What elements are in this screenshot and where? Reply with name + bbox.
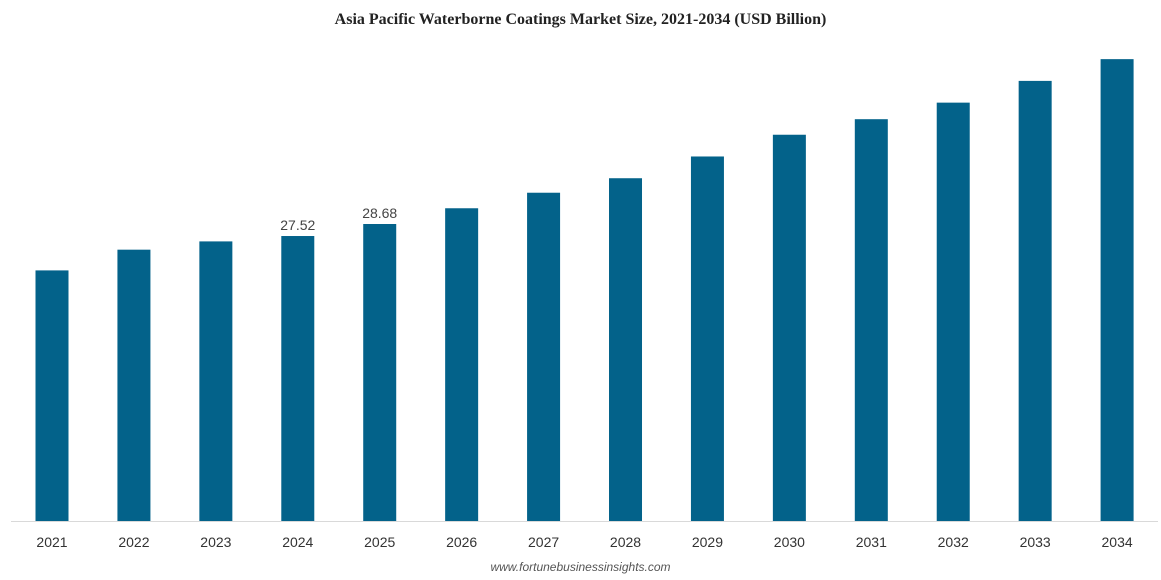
x-tick-label: 2023 — [200, 534, 231, 550]
bar-2024 — [281, 236, 315, 521]
source-watermark: www.fortunebusinessinsights.com — [490, 560, 671, 574]
chart-title: Asia Pacific Waterborne Coatings Market … — [334, 11, 827, 28]
data-label-2025: 28.68 — [362, 205, 397, 221]
x-tick-label: 2025 — [364, 534, 395, 550]
bars-layer — [35, 59, 1134, 522]
x-tick-label: 2029 — [692, 534, 723, 550]
bar-2021 — [35, 270, 69, 521]
x-tick-labels: 2021 2022 2023 2024 2025 2026 2027 2028 2029 2030… — [36, 534, 1132, 550]
bar-2025 — [363, 224, 397, 521]
bar-2033 — [1018, 80, 1052, 521]
x-tick-label: 2034 — [1102, 534, 1133, 550]
bar-2029 — [690, 156, 724, 522]
x-tick-label: 2031 — [856, 534, 887, 550]
bar-2023 — [199, 241, 233, 521]
x-tick-label: 2026 — [446, 534, 477, 550]
bar-2022 — [117, 249, 151, 521]
bar-2032 — [936, 102, 970, 521]
x-tick-label: 2021 — [36, 534, 67, 550]
bar-2030 — [772, 134, 806, 522]
x-tick-label: 2027 — [528, 534, 559, 550]
data-labels-layer: 27.52 28.68 — [280, 205, 397, 233]
bar-2034 — [1100, 59, 1134, 521]
x-tick-label: 2022 — [118, 534, 149, 550]
x-tick-label: 2032 — [938, 534, 969, 550]
x-tick-label: 2030 — [774, 534, 805, 550]
x-tick-label: 2028 — [610, 534, 641, 550]
bar-2027 — [527, 192, 561, 522]
x-tick-label: 2024 — [282, 534, 313, 550]
bar-2028 — [609, 178, 643, 522]
x-tick-label: 2033 — [1020, 534, 1051, 550]
bar-2031 — [854, 119, 888, 521]
data-label-2024: 27.52 — [280, 217, 315, 233]
bar-2026 — [445, 208, 479, 521]
